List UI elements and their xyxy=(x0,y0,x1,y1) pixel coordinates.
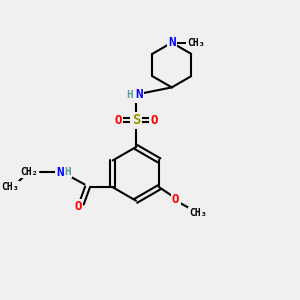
Text: O: O xyxy=(75,200,82,213)
Text: CH₃: CH₃ xyxy=(187,38,204,48)
Text: CH₃: CH₃ xyxy=(1,182,19,192)
Text: O: O xyxy=(150,114,158,127)
Text: O: O xyxy=(114,114,122,127)
Text: N: N xyxy=(168,36,176,49)
Text: H: H xyxy=(127,90,134,100)
Text: N: N xyxy=(56,166,63,179)
Text: N: N xyxy=(135,88,143,101)
Text: H: H xyxy=(64,167,71,177)
Text: CH₃: CH₃ xyxy=(189,208,207,218)
Text: S: S xyxy=(132,113,140,127)
Text: CH₂: CH₂ xyxy=(20,167,38,177)
Text: O: O xyxy=(172,193,179,206)
